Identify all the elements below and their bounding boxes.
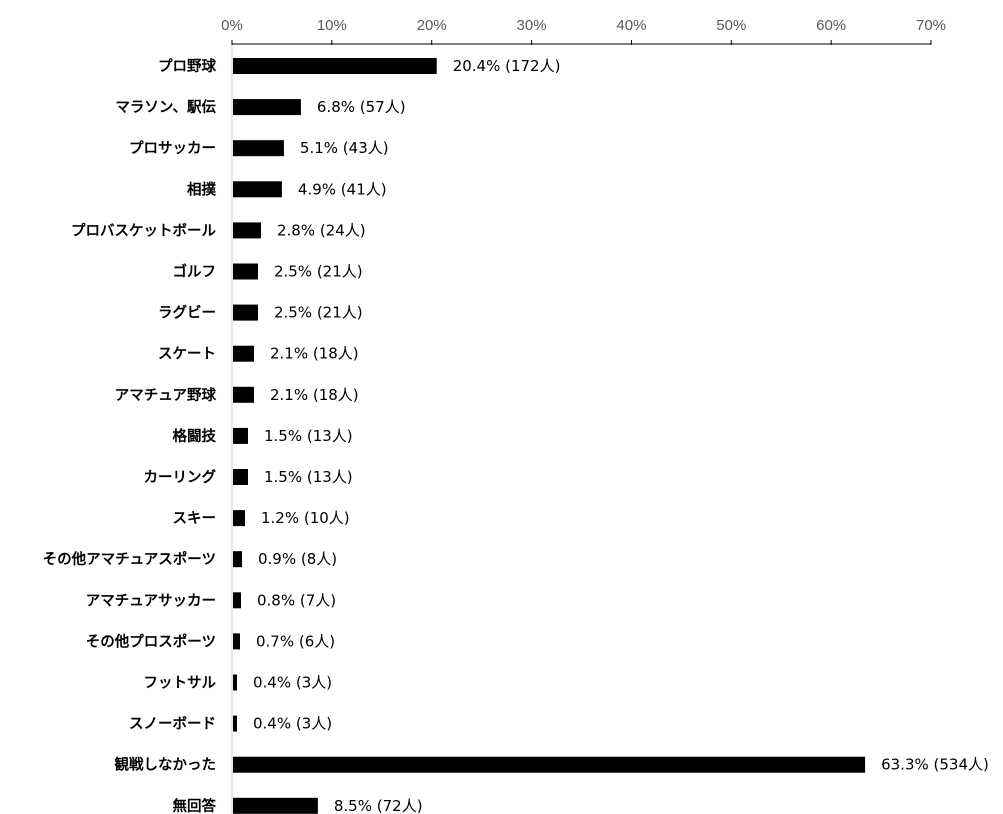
category-label: スキー: [173, 511, 217, 527]
category-label: 相撲: [187, 180, 216, 198]
data-label: 2.5% (21人): [274, 304, 363, 322]
x-tick-label: 0%: [221, 17, 243, 34]
data-label: 0.7% (6人): [256, 632, 335, 650]
category-labels: プロ野球マラソン、駅伝プロサッカー相撲プロバスケットボールゴルフラグビースケート…: [43, 57, 217, 814]
bar: [233, 304, 258, 321]
category-label: スケート: [158, 346, 216, 363]
bar: [233, 592, 241, 609]
bar: [233, 551, 242, 568]
data-label: 8.5% (72人): [334, 797, 423, 814]
x-tick-label: 30%: [517, 17, 547, 34]
data-label: 0.8% (7人): [257, 591, 336, 609]
bar: [233, 263, 258, 280]
bar: [233, 633, 240, 650]
bar: [233, 715, 237, 732]
category-label: 格闘技: [173, 427, 217, 445]
category-label: その他プロスポーツ: [86, 632, 216, 650]
bar: [233, 181, 282, 198]
x-tick-label: 20%: [417, 17, 447, 34]
category-label: 観戦しなかった: [115, 756, 217, 774]
data-label: 0.9% (8人): [258, 550, 337, 568]
x-tick-label: 60%: [816, 17, 846, 34]
data-label: 4.9% (41人): [298, 180, 387, 198]
data-label: 63.3% (534人): [881, 756, 989, 774]
category-label: 無回答: [173, 797, 217, 814]
data-label: 2.1% (18人): [270, 386, 359, 404]
x-tick-label: 10%: [317, 17, 347, 34]
category-label: カーリング: [144, 468, 217, 486]
data-label: 2.1% (18人): [270, 345, 359, 363]
category-label: その他アマチュアスポーツ: [43, 550, 216, 568]
category-label: マラソン、駅伝: [115, 98, 216, 116]
data-label: 6.8% (57人): [317, 98, 406, 116]
data-label: 0.4% (3人): [253, 715, 332, 733]
bar: [233, 756, 866, 773]
data-label: 1.5% (13人): [264, 468, 353, 486]
bar: [233, 427, 248, 444]
category-label: プロバスケットボール: [71, 222, 216, 239]
bar: [233, 140, 284, 157]
x-tick-label: 70%: [916, 17, 946, 34]
category-label: アマチュアサッカー: [86, 592, 216, 609]
category-label: プロサッカー: [129, 140, 216, 157]
bar: [233, 345, 254, 362]
bar: [233, 674, 237, 691]
bar: [233, 510, 245, 527]
data-labels: 20.4% (172人) 6.8% (57人) 5.1% (43人) 4.9% (41…: [253, 57, 989, 814]
data-label: 20.4% (172人): [453, 57, 561, 75]
x-tick-label: 40%: [616, 17, 646, 34]
data-label: 2.8% (24人): [277, 221, 366, 239]
data-label: 0.4% (3人): [253, 674, 332, 692]
bar: [233, 386, 254, 403]
bar: [233, 797, 318, 814]
category-label: プロ野球: [158, 57, 216, 75]
category-label: フットサル: [144, 675, 217, 692]
x-tick-label: 50%: [716, 17, 746, 34]
bar: [233, 58, 437, 74]
bars: [233, 58, 866, 814]
bar: [233, 99, 301, 116]
category-label: スノーボード: [129, 716, 216, 733]
category-label: アマチュア野球: [115, 386, 217, 404]
category-label: ゴルフ: [173, 263, 217, 281]
x-axis: 0% 10% 20% 30% 40% 50% 60% 70%: [221, 17, 946, 814]
bar: [233, 222, 261, 239]
data-label: 1.5% (13人): [264, 427, 353, 445]
bar: [233, 469, 248, 485]
data-label: 2.5% (21人): [274, 263, 363, 281]
data-label: 5.1% (43人): [300, 139, 389, 157]
category-label: ラグビー: [158, 304, 216, 322]
data-label: 1.2% (10人): [261, 509, 350, 527]
